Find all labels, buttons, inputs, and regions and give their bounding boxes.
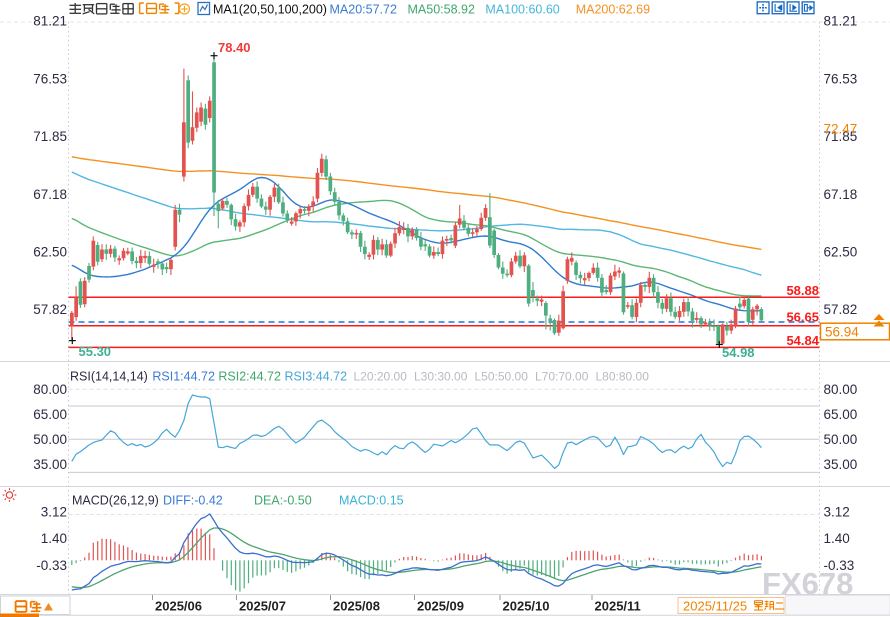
svg-text:62.50: 62.50 xyxy=(824,245,858,260)
svg-text:DEA:-0.50: DEA:-0.50 xyxy=(254,493,312,507)
svg-text:78.40: 78.40 xyxy=(218,40,251,55)
svg-text:81.21: 81.21 xyxy=(824,14,858,29)
svg-text:56.94: 56.94 xyxy=(825,324,859,339)
svg-text:2025/08: 2025/08 xyxy=(333,599,380,614)
svg-text:MACD(26,12,9): MACD(26,12,9) xyxy=(72,493,159,507)
svg-text:-0.33: -0.33 xyxy=(36,558,67,573)
svg-text:MACD:0.15: MACD:0.15 xyxy=(339,493,404,507)
svg-text:MA1(20,50,100,200): MA1(20,50,100,200) xyxy=(213,3,327,17)
svg-text:MA100:60.60: MA100:60.60 xyxy=(485,3,559,17)
svg-text:2025/11: 2025/11 xyxy=(595,599,641,614)
svg-text:RSI2:44.72: RSI2:44.72 xyxy=(218,369,281,383)
svg-text:1.40: 1.40 xyxy=(824,531,850,546)
svg-text:50.00: 50.00 xyxy=(33,432,67,447)
svg-text:L30:30.00: L30:30.00 xyxy=(414,369,468,383)
svg-text:80.00: 80.00 xyxy=(824,382,858,397)
svg-text:2025/10: 2025/10 xyxy=(503,599,550,614)
svg-text:MA200:62.69: MA200:62.69 xyxy=(576,3,650,17)
svg-text:50.00: 50.00 xyxy=(824,432,858,447)
svg-text:DIFF:-0.42: DIFF:-0.42 xyxy=(163,493,223,507)
svg-text:80.00: 80.00 xyxy=(33,382,67,397)
svg-text:71.85: 71.85 xyxy=(33,129,67,144)
svg-text:2025/07: 2025/07 xyxy=(239,599,286,614)
svg-text:3.12: 3.12 xyxy=(824,504,850,519)
svg-text:35.00: 35.00 xyxy=(824,457,858,472)
svg-text:RSI1:44.72: RSI1:44.72 xyxy=(152,369,215,383)
svg-text:L50:50.00: L50:50.00 xyxy=(475,369,529,383)
svg-text:54.84: 54.84 xyxy=(786,333,819,348)
svg-text:56.65: 56.65 xyxy=(786,310,819,325)
svg-text:81.21: 81.21 xyxy=(33,14,67,29)
svg-text:57.82: 57.82 xyxy=(824,302,858,317)
svg-text:72.47: 72.47 xyxy=(824,122,858,137)
svg-text:57.82: 57.82 xyxy=(33,302,67,317)
svg-text:2025/09: 2025/09 xyxy=(417,599,464,614)
svg-text:L70:70.00: L70:70.00 xyxy=(535,369,589,383)
svg-text:1.40: 1.40 xyxy=(41,531,67,546)
svg-text:58.88: 58.88 xyxy=(786,283,819,298)
svg-text:MA50:58.92: MA50:58.92 xyxy=(408,3,475,17)
svg-text:L20:20.00: L20:20.00 xyxy=(354,369,408,383)
svg-text:65.00: 65.00 xyxy=(33,407,67,422)
svg-text:L80:80.00: L80:80.00 xyxy=(596,369,650,383)
svg-text:3.12: 3.12 xyxy=(41,504,67,519)
svg-text:67.18: 67.18 xyxy=(33,187,67,202)
svg-text:RSI3:44.72: RSI3:44.72 xyxy=(285,369,348,383)
svg-text:71.85: 71.85 xyxy=(824,129,858,144)
svg-text:-0.33: -0.33 xyxy=(824,558,855,573)
svg-text:65.00: 65.00 xyxy=(824,407,858,422)
svg-text:55.30: 55.30 xyxy=(79,344,112,359)
svg-text:62.50: 62.50 xyxy=(33,245,67,260)
svg-text:76.53: 76.53 xyxy=(33,71,67,86)
svg-text:67.18: 67.18 xyxy=(824,187,858,202)
svg-text:35.00: 35.00 xyxy=(33,457,67,472)
svg-text:76.53: 76.53 xyxy=(824,71,858,86)
svg-text:2025/06: 2025/06 xyxy=(155,599,202,614)
svg-text:RSI(14,14,14): RSI(14,14,14) xyxy=(70,369,148,383)
svg-text:MA20:57.72: MA20:57.72 xyxy=(330,3,397,17)
svg-text:2025/11/25: 2025/11/25 xyxy=(683,599,747,614)
svg-text:54.98: 54.98 xyxy=(722,345,755,360)
